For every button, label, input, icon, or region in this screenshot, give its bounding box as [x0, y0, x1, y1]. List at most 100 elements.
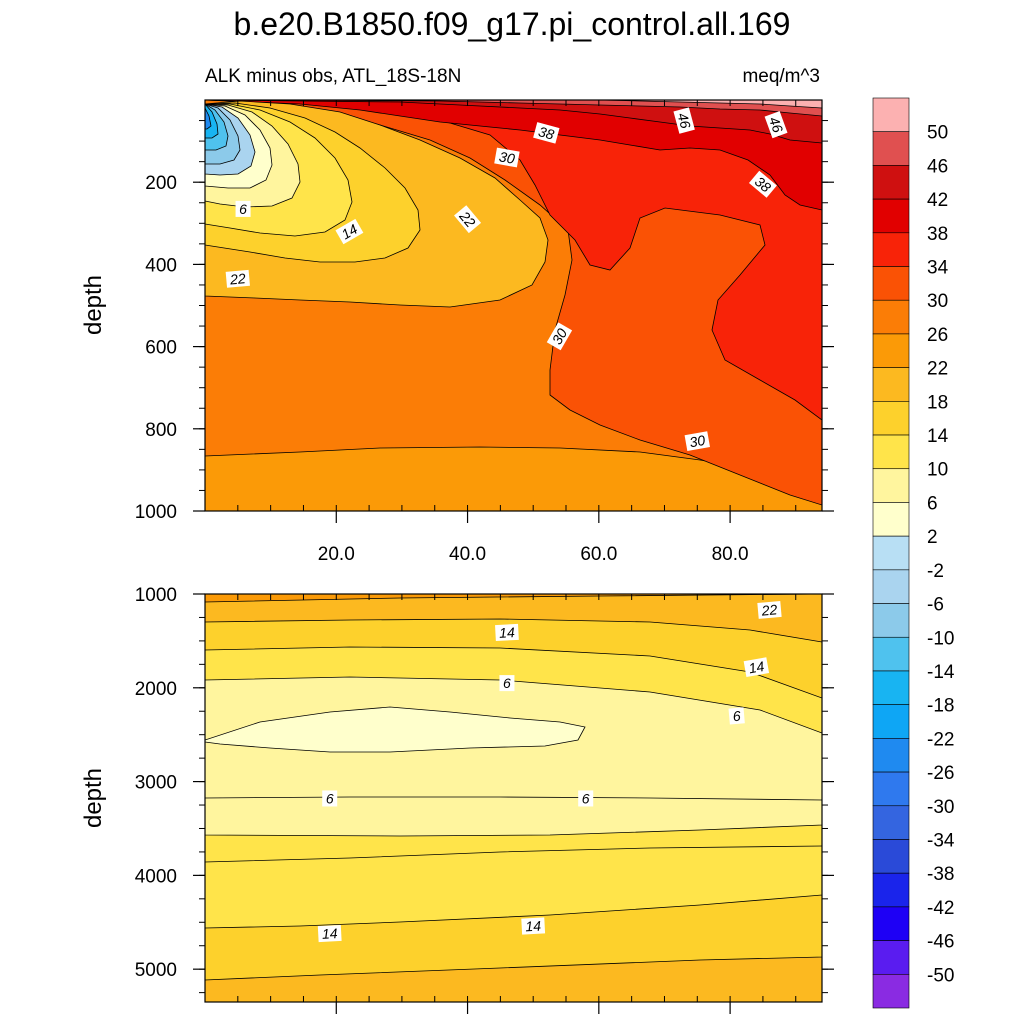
y-tick-label: 200 [145, 173, 177, 194]
colorbar-label: -42 [927, 898, 954, 919]
contour-label-text: 14 [322, 925, 339, 942]
contour-label: 46 [673, 107, 695, 134]
contour-label: 14 [335, 218, 364, 245]
contour-label-text: 14 [525, 918, 542, 935]
contour-label-text: 14 [499, 624, 516, 641]
lower-frame [204, 593, 823, 1003]
contour-label: 14 [317, 924, 342, 943]
colorbar-swatch [872, 771, 910, 807]
colorbar-label: -34 [927, 830, 955, 851]
lower-contour-labels: 22 14 14 6 6 6 6 14 14 [317, 600, 782, 943]
colorbar-swatch [872, 973, 910, 1009]
y-tick-label: 400 [145, 255, 177, 276]
colorbar-swatch [872, 434, 910, 470]
x-tick-label: 60.0 [580, 544, 617, 565]
colorbar-label: -2 [927, 561, 944, 582]
colorbar-label: -50 [927, 965, 954, 986]
y-tick-label: 5000 [135, 960, 177, 981]
upper-ylabel: depth [80, 275, 107, 335]
subtitle-units: meq/m^3 [742, 66, 820, 87]
fill-50-plus [599, 100, 822, 109]
colorbar-label: 6 [927, 493, 938, 514]
colorbar-label: 38 [927, 224, 948, 245]
contour-label: 22 [225, 269, 250, 288]
upper-panel [205, 100, 822, 511]
fill-46-50 [299, 100, 822, 117]
colorbar-label: -10 [927, 628, 954, 649]
contour-label: 14 [495, 623, 519, 642]
colorbar-swatch [872, 401, 910, 436]
colorbar-swatch [872, 805, 910, 840]
colorbar-swatch [872, 906, 910, 941]
contour-label: 6 [499, 675, 515, 692]
contour-label: 14 [743, 657, 770, 678]
contour-label: 38 [748, 170, 777, 198]
colorbar-label: -46 [927, 932, 954, 953]
fill-38-42 [205, 100, 822, 211]
colorbar-swatch [872, 569, 910, 604]
colorbar-swatch [872, 131, 910, 166]
contour-label-text: 22 [760, 601, 778, 618]
contour-label: 6 [322, 790, 338, 807]
colorbar-label: 26 [927, 325, 948, 346]
colorbar-label: -6 [927, 595, 944, 616]
colorbar-label: 22 [927, 359, 948, 380]
colorbar-swatch [872, 738, 910, 773]
colorbar-swatch [872, 636, 910, 672]
colorbar-label: 34 [927, 258, 949, 279]
contour-6-line-lower [205, 796, 822, 801]
colorbar-swatch [872, 299, 910, 335]
colorbar-swatch [872, 839, 910, 874]
colorbar-swatch [872, 603, 910, 638]
contour-label-text: 14 [747, 658, 765, 676]
contour-label-text: 30 [688, 432, 706, 450]
colorbar-label: 18 [927, 392, 948, 413]
colorbar-swatch [872, 165, 910, 200]
contour-label-text: 14 [339, 221, 361, 243]
colorbar-swatch [872, 940, 910, 975]
contour-label-text: 46 [674, 111, 694, 130]
fill-34-38 [205, 100, 822, 421]
colorbar-swatch [872, 333, 910, 368]
colorbar-swatch [872, 670, 910, 705]
y-tick-label: 1000 [135, 502, 177, 523]
lower-panel [205, 594, 822, 1002]
colorbar-swatch [872, 502, 910, 537]
y-tick-label: 3000 [135, 773, 177, 794]
colorbar-label: 50 [927, 123, 948, 144]
colorbar-label: -14 [927, 662, 955, 683]
contour-label: 14 [521, 917, 546, 935]
contour-label: 46 [764, 111, 788, 139]
contour-label: 6 [235, 200, 251, 217]
colorbar-swatch [872, 97, 910, 133]
contour-label-text: 6 [239, 201, 247, 217]
colorbar-label: 46 [927, 156, 948, 177]
contour-label-text: 46 [766, 115, 786, 135]
fill-neg14 [205, 103, 219, 139]
contour-label: 38 [533, 122, 560, 144]
colorbar-label: -26 [927, 763, 954, 784]
subtitle-left: ALK minus obs, ATL_18S-18N [205, 66, 461, 87]
colorbar-swatch [872, 468, 910, 503]
colorbar-swatch [872, 872, 910, 908]
contour-label-text: 6 [582, 790, 590, 806]
contour-label-text: 30 [549, 325, 571, 347]
contour-label: 30 [546, 322, 573, 351]
colorbar-swatch [872, 535, 910, 571]
contour-label-text: 38 [537, 123, 556, 143]
colorbar-label: 30 [927, 291, 948, 312]
colorbar-label: 2 [927, 527, 938, 548]
contour-label: 30 [494, 147, 520, 168]
y-tick-label: 1000 [135, 585, 177, 606]
contour-label-text: 6 [326, 790, 334, 806]
y-tick-label: 800 [145, 420, 177, 441]
colorbar-swatch [872, 266, 910, 301]
y-tick-label: 2000 [135, 679, 177, 700]
x-tick-label: 20.0 [318, 544, 355, 565]
colorbar-swatch [872, 232, 910, 267]
chart-title: b.e20.B1850.f09_g17.pi_control.all.169 [234, 6, 791, 42]
x-tick-label: 40.0 [449, 544, 486, 565]
fill-neg18 [205, 107, 212, 130]
